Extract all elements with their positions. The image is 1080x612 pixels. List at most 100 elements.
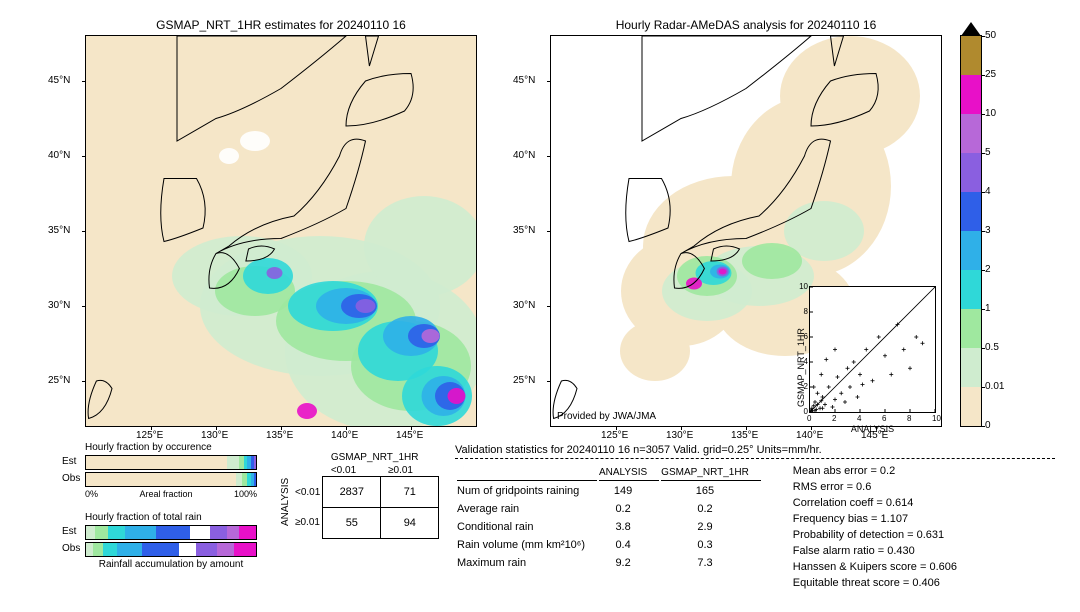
colorbar-segment <box>961 114 981 153</box>
x-tick: 125°E <box>136 430 163 441</box>
hbar-bottom-label: Rainfall accumulation by amount <box>85 559 257 570</box>
ct-row-title: ANALYSIS <box>280 465 291 539</box>
stats-metric: Hanssen & Kuipers score = 0.606 <box>793 559 957 575</box>
colorbar-segment <box>961 270 981 309</box>
ct-col-label: <0.01 <box>315 465 372 476</box>
hbar-seg <box>227 526 239 539</box>
scatter-ylabel: GSMAP_NRT_1HR <box>796 328 806 407</box>
hbar-seg <box>234 543 256 556</box>
stats-cell: 0.2 <box>661 501 761 517</box>
ct-row-label: <0.01 <box>295 478 320 508</box>
y-tick: 45°N <box>513 75 545 86</box>
y-tick: 35°N <box>513 225 545 236</box>
hbar-seg <box>236 473 243 486</box>
y-tick: 30°N <box>48 300 80 311</box>
hbar-row: Est <box>85 525 257 540</box>
hbar-seg <box>254 473 256 486</box>
hbar-row-label: Obs <box>62 473 80 484</box>
right-map-panel: Hourly Radar-AMeDAS analysis for 2024011… <box>550 35 942 427</box>
left-map-panel: GSMAP_NRT_1HR estimates for 20240110 16 … <box>85 35 477 427</box>
scatter-svg <box>810 287 935 412</box>
hbar-seg <box>86 543 93 556</box>
hbar-seg <box>125 526 156 539</box>
stats-col-header: GSMAP_NRT_1HR <box>661 465 761 481</box>
stats-title: Validation statistics for 20240110 16 n=… <box>455 444 1055 459</box>
hbar-seg <box>239 526 256 539</box>
colorbar-segment <box>961 192 981 231</box>
colorbar-tick: 0 <box>985 420 991 431</box>
hbar-seg <box>86 473 236 486</box>
x-tick: 130°E <box>201 430 228 441</box>
hbar-seg <box>190 526 210 539</box>
hbar-seg <box>227 456 239 469</box>
stats-cell: Num of gridpoints raining <box>457 483 597 499</box>
ct-cell: 71 <box>381 477 439 508</box>
colorbar-tick: 25 <box>985 69 996 80</box>
scatter-inset: 00224466881010ANALYSISGSMAP_NRT_1HR <box>809 286 936 413</box>
hbar-seg <box>117 543 143 556</box>
contingency-table: GSMAP_NRT_1HRANALYSIS<0.01≥0.01<0.01≥0.0… <box>280 452 439 539</box>
hbar-seg <box>210 526 227 539</box>
ct-col-label: ≥0.01 <box>372 465 429 476</box>
stats-metric: Mean abs error = 0.2 <box>793 463 957 479</box>
stats-metric: Probability of detection = 0.631 <box>793 527 957 543</box>
ct-cell: 55 <box>323 508 381 539</box>
hbar-seg <box>156 526 190 539</box>
stats-cell: Rain volume (mm km²10⁶) <box>457 537 597 553</box>
y-tick: 25°N <box>513 375 545 386</box>
hbar-seg <box>86 456 227 469</box>
hbar-seg <box>217 543 234 556</box>
x-tick: 145°E <box>396 430 423 441</box>
y-tick: 40°N <box>513 150 545 161</box>
hbar-row: Obs <box>85 542 257 557</box>
colorbar: 502510543210.50.010 <box>960 35 982 427</box>
stats-right-list: Mean abs error = 0.2RMS error = 0.6Corre… <box>793 463 957 591</box>
stats-cell: 165 <box>661 483 761 499</box>
ct-cells: 2837715594 <box>322 476 439 539</box>
colorbar-tick: 10 <box>985 108 996 119</box>
hbar-seg <box>86 526 95 539</box>
colorbar-segment <box>961 348 981 387</box>
colorbar-tick: 4 <box>985 186 991 197</box>
x-tick: 130°E <box>666 430 693 441</box>
hbar-row: Obs <box>85 472 257 487</box>
colorbar-tick: 2 <box>985 264 991 275</box>
stats-cell: 0.4 <box>599 537 659 553</box>
colorbar-segment <box>961 36 981 75</box>
stats-metric: False alarm ratio = 0.430 <box>793 543 957 559</box>
stats-metric: Frequency bias = 1.107 <box>793 511 957 527</box>
colorbar-segment <box>961 153 981 192</box>
ct-col-title: GSMAP_NRT_1HR <box>310 452 439 463</box>
hbar-seg <box>103 543 117 556</box>
stats-cell: 7.3 <box>661 555 761 571</box>
y-tick: 30°N <box>513 300 545 311</box>
stats-col-header: ANALYSIS <box>599 465 659 481</box>
x-tick: 125°E <box>601 430 628 441</box>
validation-statistics: Validation statistics for 20240110 16 n=… <box>455 444 1055 591</box>
stats-metric: Correlation coeff = 0.614 <box>793 495 957 511</box>
x-tick: 140°E <box>796 430 823 441</box>
right-map-title: Hourly Radar-AMeDAS analysis for 2024011… <box>551 18 941 32</box>
hbar-seg <box>254 456 256 469</box>
colorbar-segment <box>961 387 981 426</box>
colorbar-tick: 0.01 <box>985 381 1004 392</box>
stats-left-table: ANALYSISGSMAP_NRT_1HR Num of gridpoints r… <box>455 463 763 591</box>
hbar-seg <box>108 526 125 539</box>
colorbar-segment <box>961 309 981 348</box>
left-map-title: GSMAP_NRT_1HR estimates for 20240110 16 <box>86 18 476 32</box>
y-tick: 35°N <box>48 225 80 236</box>
stats-cell: Average rain <box>457 501 597 517</box>
ct-row-label: ≥0.01 <box>295 508 320 538</box>
stats-cell: 3.8 <box>599 519 659 535</box>
stats-cell: 149 <box>599 483 659 499</box>
hbar-row-label: Obs <box>62 543 80 554</box>
hbar-row: Est <box>85 455 257 470</box>
stats-cell: 0.2 <box>599 501 659 517</box>
colorbar-tick: 50 <box>985 30 996 41</box>
stats-col-header <box>457 465 597 481</box>
attribution-text: Provided by JWA/JMA <box>557 411 656 422</box>
stats-cell: Conditional rain <box>457 519 597 535</box>
stats-cell: 9.2 <box>599 555 659 571</box>
x-tick: 135°E <box>266 430 293 441</box>
y-tick: 45°N <box>48 75 80 86</box>
